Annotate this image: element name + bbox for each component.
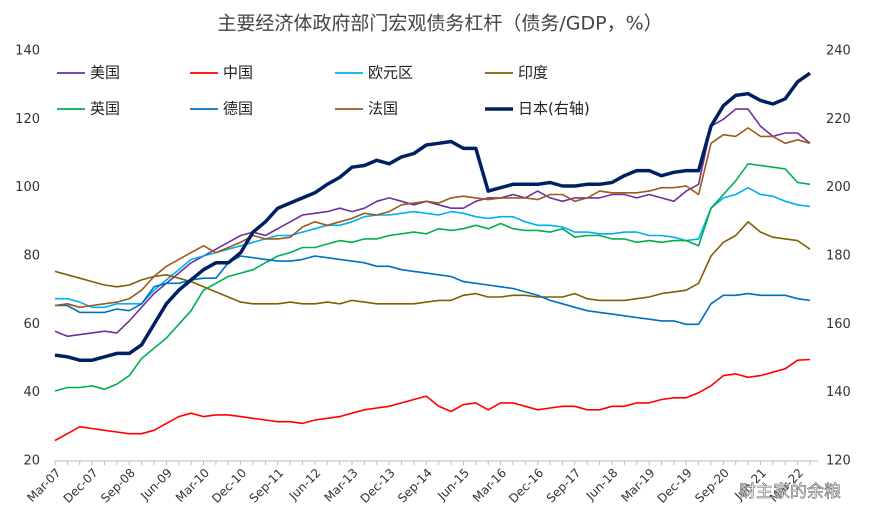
x-tick-label: Sep-11	[247, 466, 287, 506]
chart-title: 主要经济体政府部门宏观债务杠杆（债务/GDP，%）	[217, 13, 662, 35]
legend-label: 美国	[90, 64, 120, 82]
legend-label: 日本(右轴)	[518, 100, 590, 118]
x-tick-label: Jun-18	[583, 466, 621, 504]
watermark: 财主家的余粮	[739, 482, 841, 502]
y-tick-label: 140	[15, 44, 40, 59]
y2-tick-label: 160	[826, 317, 851, 332]
y-tick-label: 80	[23, 249, 40, 264]
y2-tick-label: 200	[826, 180, 851, 195]
series-line	[54, 358, 811, 442]
y-tick-label: 120	[15, 112, 40, 127]
x-tick-label: Mar-07	[24, 466, 63, 505]
x-tick-label: Dec-13	[358, 466, 398, 506]
series-line	[55, 186, 811, 309]
x-tick-label: Jun-15	[434, 466, 472, 504]
y-tick-label: 20	[23, 454, 40, 469]
legend-label: 欧元区	[368, 64, 413, 82]
y2-tick-label: 180	[826, 249, 851, 264]
x-tick-label: Dec-16	[506, 466, 546, 506]
x-tick-label: Mar-10	[173, 466, 212, 505]
y2-tick-label: 140	[826, 385, 851, 400]
y-tick-label: 60	[23, 317, 40, 332]
series-line	[54, 127, 811, 309]
x-tick-label: Mar-16	[470, 466, 509, 505]
y2-tick-label: 120	[826, 454, 851, 469]
legend-label: 中国	[223, 64, 253, 82]
y2-tick-label: 240	[826, 44, 851, 59]
x-tick-label: Mar-13	[321, 466, 360, 505]
x-tick-label: Dec-07	[61, 466, 101, 506]
series-line	[55, 255, 811, 326]
series-line	[54, 71, 811, 362]
series-line	[54, 163, 811, 392]
x-tick-label: Dec-10	[209, 466, 249, 506]
x-tick-label: Jun-09	[137, 466, 175, 504]
x-tick-label: Mar-19	[618, 466, 657, 505]
legend-label: 英国	[90, 100, 120, 118]
y-tick-label: 100	[15, 180, 40, 195]
series-line	[54, 108, 811, 338]
x-tick-label: Sep-20	[692, 466, 732, 506]
series-line	[54, 221, 811, 305]
x-tick-label: Jun-12	[286, 466, 324, 504]
legend-label: 法国	[368, 100, 398, 118]
x-tick-label: Sep-14	[395, 466, 435, 506]
legend-label: 印度	[518, 64, 548, 82]
y2-tick-label: 220	[826, 112, 851, 127]
y-tick-label: 40	[23, 385, 40, 400]
x-tick-label: Dec-19	[655, 466, 695, 506]
x-tick-label: Sep-17	[544, 466, 584, 506]
legend-label: 德国	[223, 100, 253, 118]
x-tick-label: Sep-08	[98, 466, 138, 506]
